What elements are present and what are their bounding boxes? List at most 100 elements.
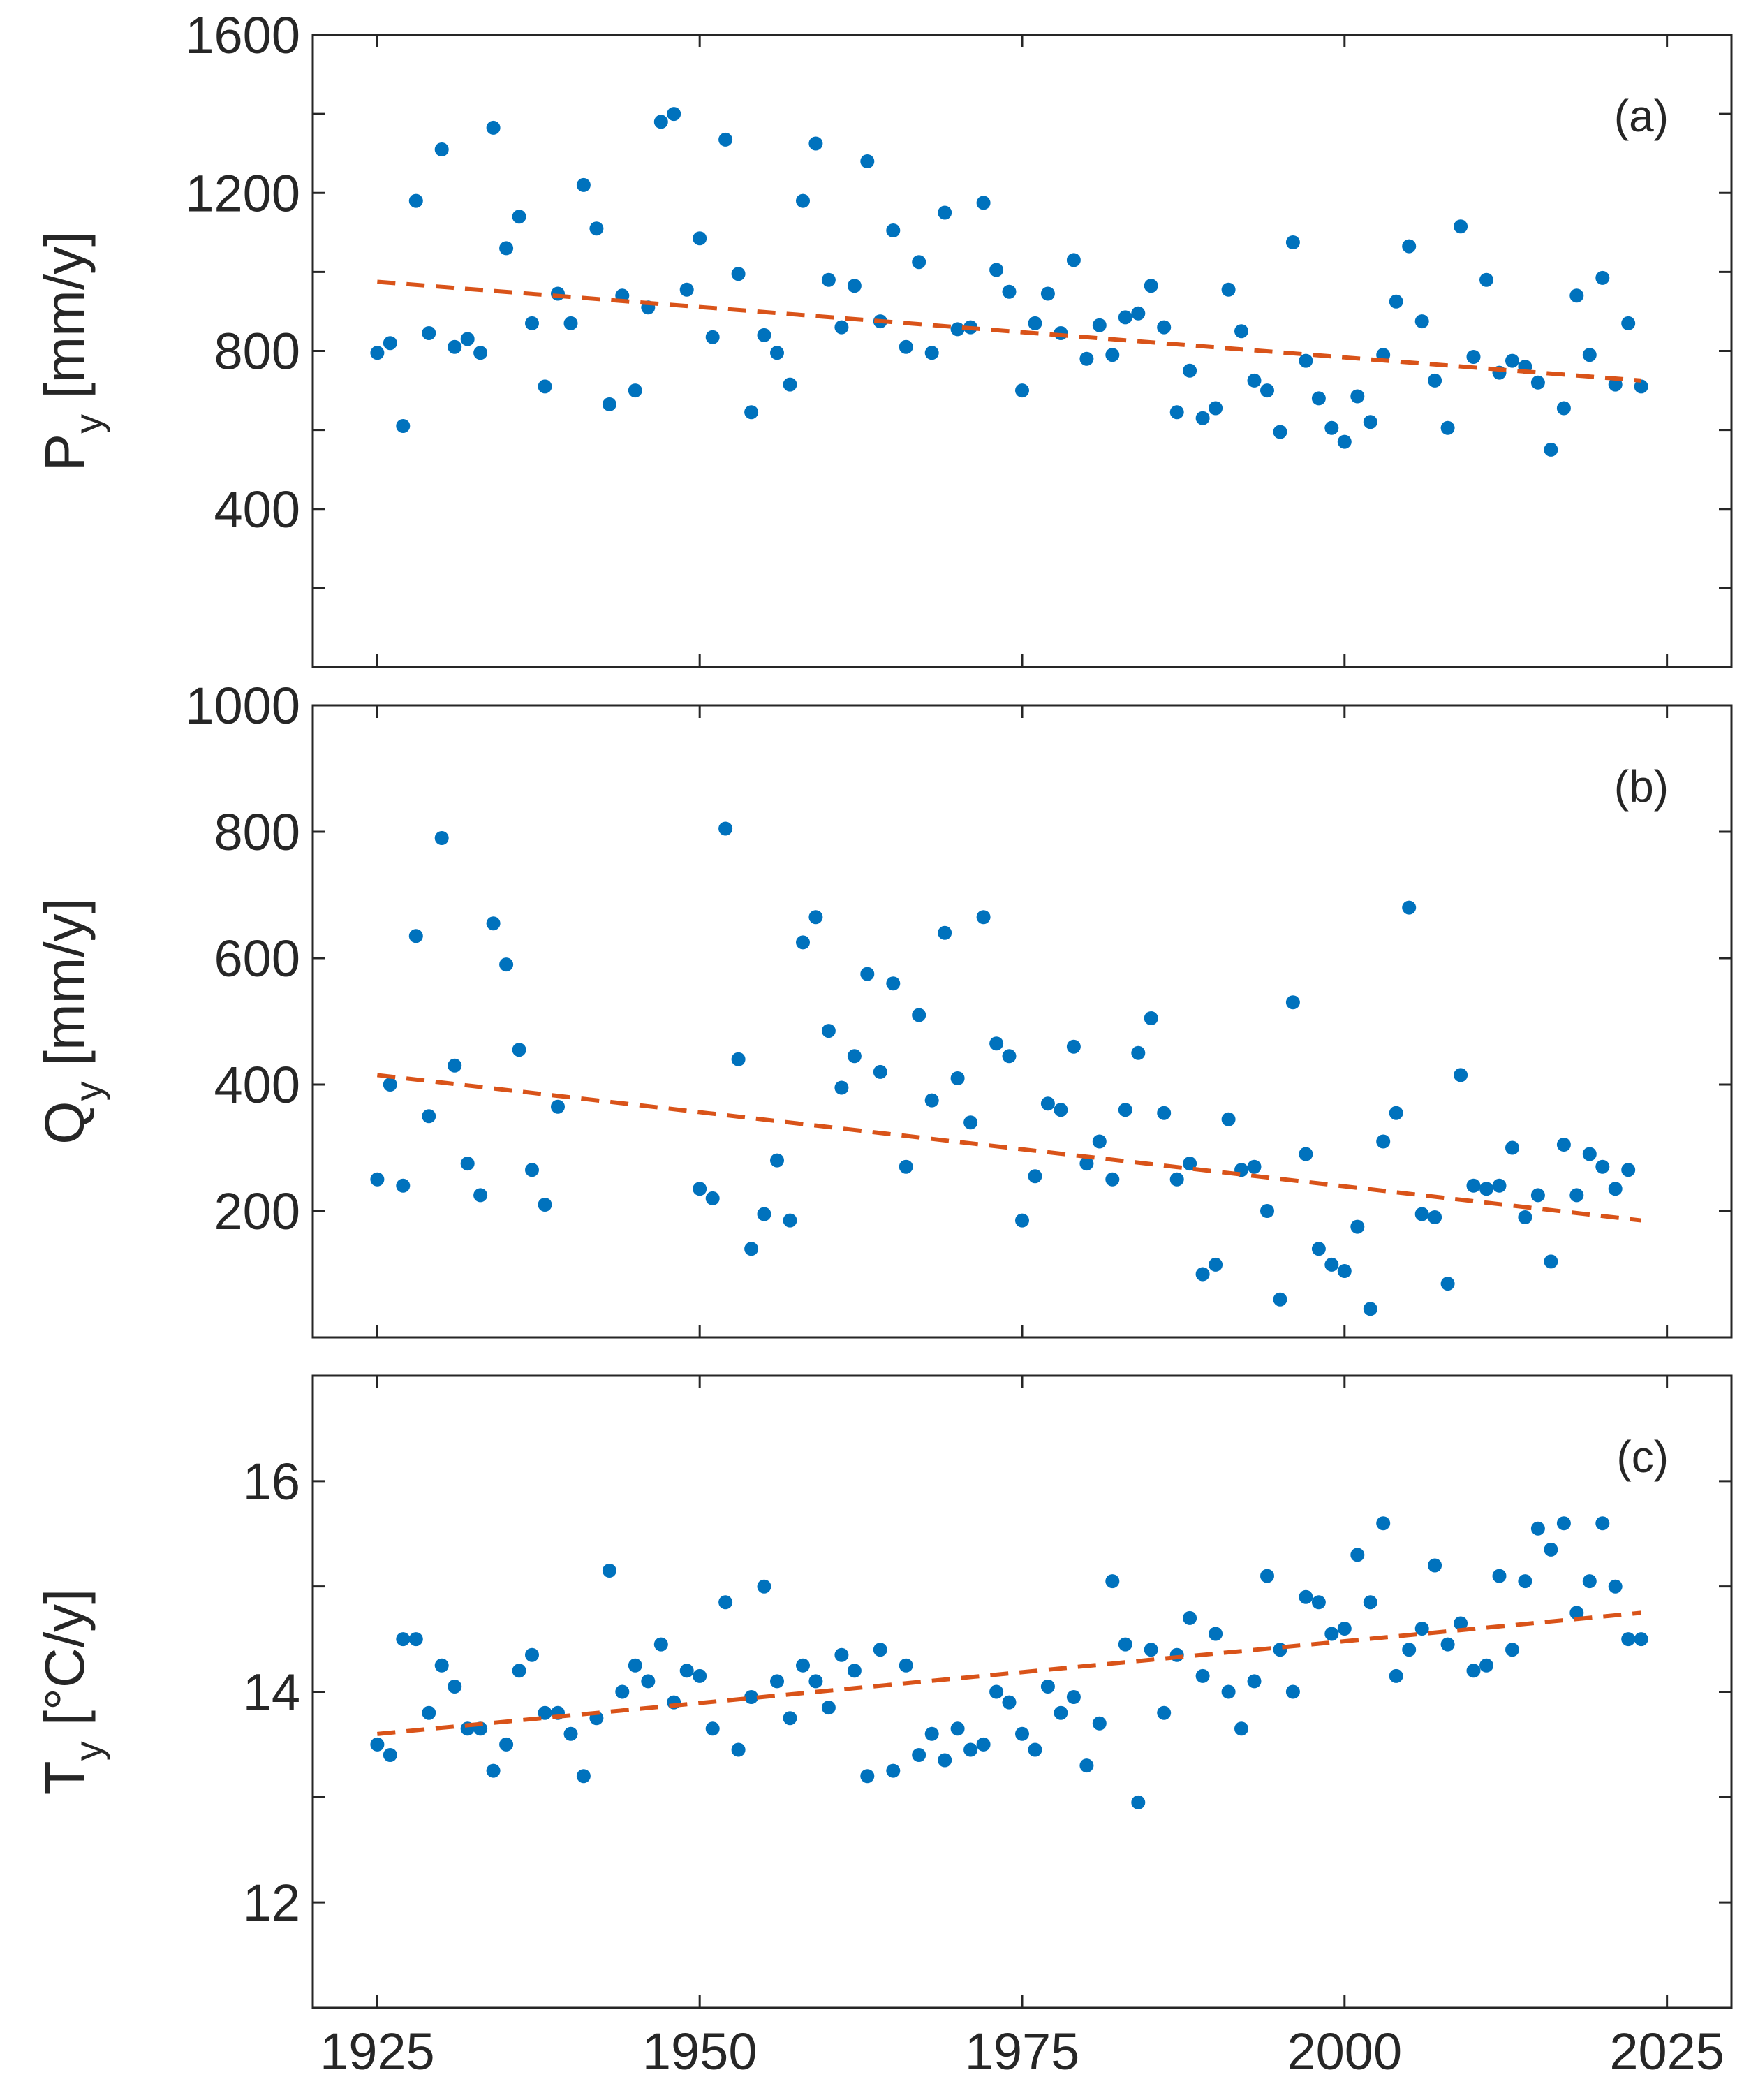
y-axis-subscript-a: y (66, 414, 110, 434)
data-point-c-1957 (783, 1711, 797, 1726)
data-point-b-1954 (744, 1242, 759, 1256)
data-point-b-1960 (821, 1024, 836, 1038)
data-point-a-2017 (1556, 401, 1571, 416)
data-point-a-1969 (938, 205, 952, 220)
data-point-b-2018 (1569, 1188, 1584, 1203)
ytick-label-b-1000: 1000 (185, 677, 300, 735)
data-point-c-2010 (1466, 1664, 1481, 1678)
data-point-c-1972 (976, 1737, 991, 1752)
data-point-b-1955 (757, 1207, 771, 1221)
xtick-label-c-2025: 2025 (1609, 2022, 1724, 2080)
data-point-b-2007 (1428, 1210, 1442, 1224)
y-axis-subscript-b: y (66, 1081, 110, 1101)
data-point-a-1986 (1157, 320, 1172, 335)
data-point-b-2017 (1556, 1138, 1571, 1152)
data-point-c-1974 (1002, 1695, 1017, 1710)
data-point-a-1992 (1234, 324, 1248, 339)
ticks-a (313, 34, 1731, 668)
data-point-a-2015 (1530, 375, 1545, 390)
data-point-c-1973 (989, 1684, 1004, 1699)
trend-line-b (377, 1073, 1642, 1223)
data-point-b-1956 (770, 1153, 784, 1168)
data-point-a-1936 (512, 210, 526, 224)
data-point-b-2001 (1350, 1219, 1365, 1234)
data-point-c-1934 (486, 1763, 501, 1778)
ticks-c (313, 1374, 1731, 2008)
data-point-b-1982 (1105, 1172, 1120, 1187)
data-point-a-1994 (1260, 383, 1274, 398)
data-point-b-2013 (1505, 1140, 1519, 1155)
panel-b: 200 400 600 800 1000 (b) Qy [mm/y] (34, 677, 1733, 1339)
y-axis-unit-b: [mm/y] (34, 898, 96, 1081)
data-point-a-1979 (1066, 253, 1081, 267)
xtick-label-c-1975: 1975 (965, 2022, 1080, 2080)
data-point-a-1943 (602, 397, 616, 411)
data-point-c-2018 (1569, 1606, 1584, 1620)
data-point-b-1974 (1002, 1049, 1017, 1064)
data-point-a-2007 (1428, 373, 1442, 388)
y-axis-label-c: Ty [°C/y] (34, 1589, 110, 1796)
data-point-a-1959 (808, 136, 823, 151)
data-point-c-2020 (1595, 1516, 1610, 1531)
data-point-a-1987 (1169, 405, 1184, 420)
data-point-a-1935 (499, 241, 514, 256)
data-point-c-1996 (1285, 1684, 1300, 1699)
panel-label-a: (a) (1614, 91, 1669, 141)
data-point-a-1991 (1221, 282, 1236, 297)
data-point-a-1954 (744, 405, 759, 420)
data-point-a-2022 (1621, 316, 1636, 330)
data-point-b-1932 (460, 1157, 475, 1171)
data-point-b-2009 (1454, 1068, 1468, 1082)
data-point-a-1989 (1195, 411, 1210, 425)
data-point-c-1976 (1028, 1742, 1042, 1757)
data-point-a-1981 (1092, 318, 1107, 332)
data-point-c-1998 (1311, 1595, 1326, 1610)
data-point-b-1981 (1092, 1134, 1107, 1149)
data-point-a-1993 (1247, 373, 1262, 388)
data-point-b-2019 (1582, 1147, 1597, 1161)
data-point-b-1965 (886, 976, 901, 991)
data-point-b-1936 (512, 1043, 526, 1057)
data-point-c-1943 (602, 1564, 616, 1578)
ytick-labels-a: 400 800 1200 1600 (185, 6, 300, 538)
ytick-label-c-12: 12 (243, 1874, 300, 1932)
data-point-c-1929 (422, 1705, 436, 1720)
data-point-a-1928 (408, 193, 423, 208)
data-point-b-1925 (370, 1172, 385, 1187)
data-point-a-2020 (1595, 270, 1610, 285)
ticks-b (313, 704, 1731, 1337)
data-point-b-2012 (1492, 1178, 1507, 1193)
data-point-a-1962 (847, 279, 862, 293)
trend-line-c (377, 1610, 1641, 1736)
data-point-c-1950 (693, 1668, 707, 1683)
data-point-a-1960 (821, 272, 836, 287)
data-point-b-1969 (938, 925, 952, 940)
data-point-c-1995 (1273, 1643, 1287, 1657)
data-point-c-1988 (1183, 1610, 1197, 1625)
data-point-a-1932 (460, 332, 475, 346)
data-point-b-1984 (1131, 1045, 1146, 1060)
data-point-b-1966 (899, 1159, 913, 1174)
data-point-b-1933 (473, 1188, 488, 1203)
data-point-b-2006 (1414, 1207, 1429, 1221)
data-point-c-1962 (847, 1664, 862, 1678)
data-point-a-1997 (1299, 353, 1313, 368)
data-point-c-2017 (1556, 1516, 1571, 1531)
data-point-b-1983 (1118, 1103, 1132, 1117)
ytick-label-c-16: 16 (243, 1453, 300, 1511)
data-point-b-2020 (1595, 1159, 1610, 1174)
scatter-points-a (370, 107, 1648, 457)
xtick-labels-c: 1925 1950 1975 2000 2025 (320, 2022, 1724, 2080)
data-point-a-2011 (1479, 272, 1493, 287)
scatter-points-b (370, 821, 1636, 1316)
y-axis-symbol-b: Q (34, 1101, 96, 1144)
y-axis-label-a: Py [mm/y] (34, 231, 110, 471)
data-point-c-1971 (963, 1742, 978, 1757)
data-point-a-2000 (1337, 434, 1352, 449)
data-point-a-1942 (589, 221, 604, 236)
data-point-c-1968 (924, 1726, 939, 1741)
data-point-a-1941 (576, 177, 591, 192)
panel-label-b: (b) (1614, 761, 1669, 812)
data-point-c-1960 (821, 1701, 836, 1715)
data-point-a-1950 (693, 231, 707, 246)
